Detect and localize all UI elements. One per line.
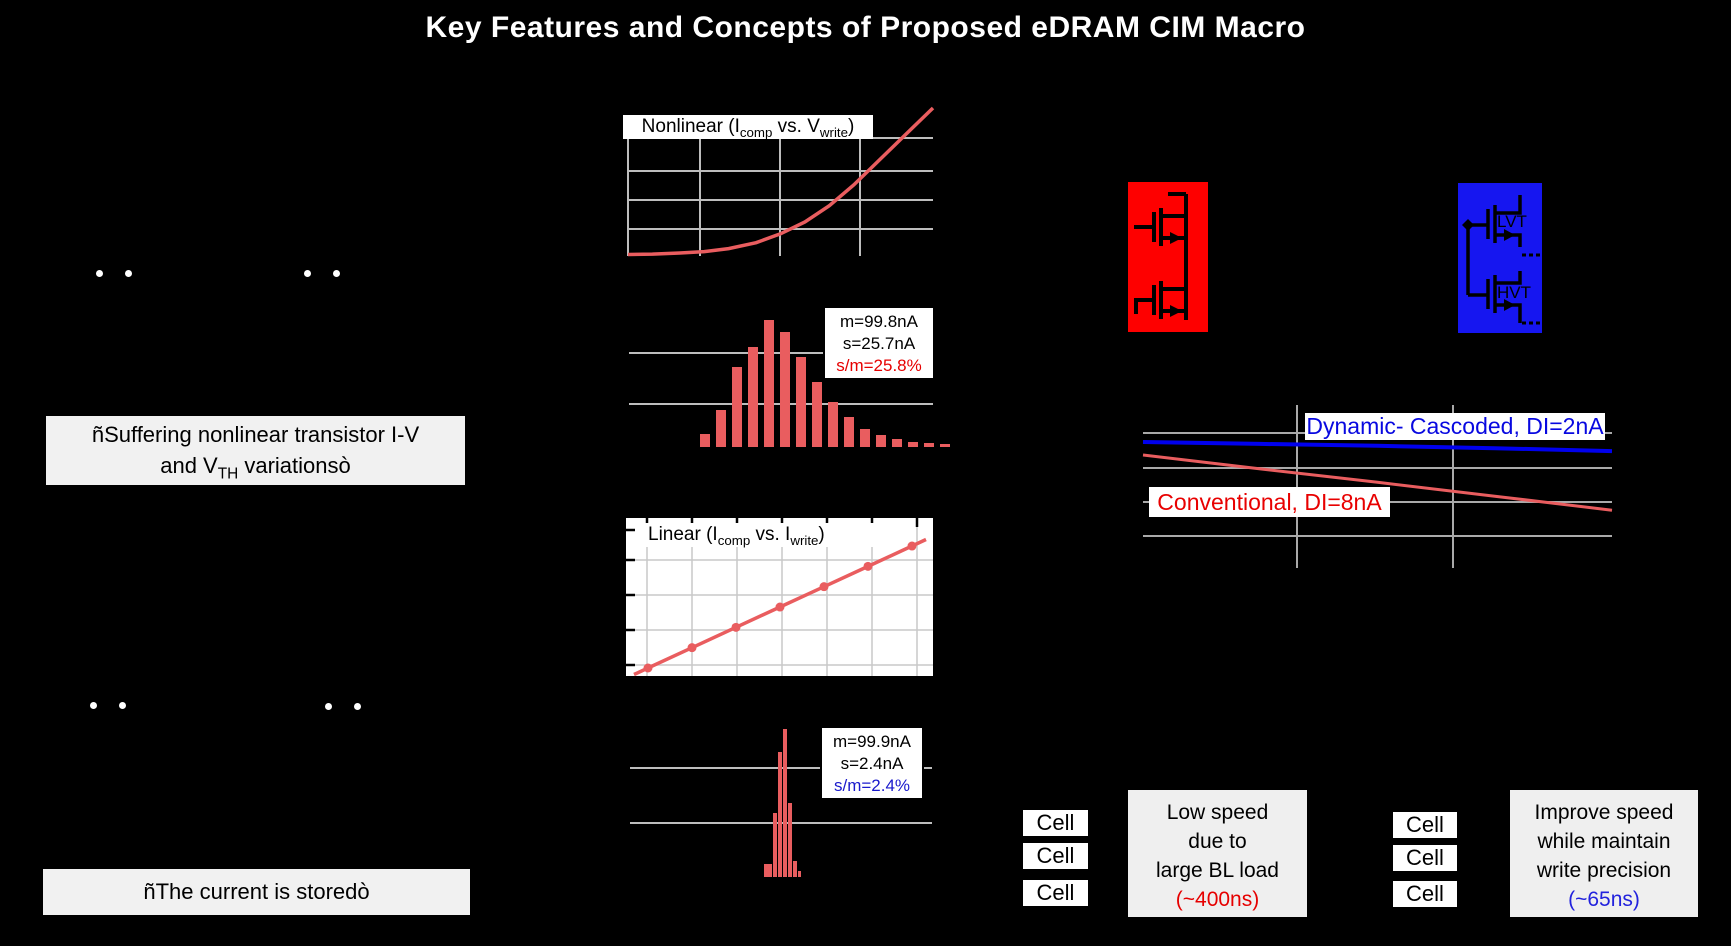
hist2-bar bbox=[793, 861, 797, 877]
arrow-icon bbox=[1504, 299, 1515, 311]
dot-icon bbox=[119, 702, 126, 709]
hist1-bar bbox=[892, 439, 902, 447]
stat-mu: m=99.8nA bbox=[840, 312, 918, 331]
conventional-write-schematic bbox=[1128, 182, 1208, 332]
note-improve-speed: Improve speed while maintain write preci… bbox=[1510, 790, 1698, 917]
stat-sigma: s=25.7nA bbox=[842, 334, 916, 353]
hist1-bar bbox=[748, 347, 758, 447]
hvt-label: HVT bbox=[1497, 283, 1531, 302]
dot-icon bbox=[90, 702, 97, 709]
hist2-bar bbox=[778, 752, 782, 877]
slide-title: Key Features and Concepts of Proposed eD… bbox=[425, 11, 1306, 44]
stat-ratio: s/m=25.8% bbox=[836, 356, 922, 375]
title-text: Linear (I bbox=[648, 524, 718, 545]
dot-icon bbox=[325, 703, 332, 710]
cell-box: Cell bbox=[1023, 843, 1088, 869]
ellipsis-dots bbox=[90, 702, 126, 709]
note-line: write precision bbox=[1536, 859, 1672, 882]
linear-chart-title: Linear (Icomp vs. Iwrite) bbox=[642, 523, 876, 548]
note-line: while maintain bbox=[1537, 830, 1671, 853]
cell-box: Cell bbox=[1023, 880, 1088, 906]
hist1-bar bbox=[924, 443, 934, 447]
arrow-icon bbox=[1170, 305, 1182, 317]
ellipsis-dots bbox=[325, 703, 361, 710]
note-line: and V bbox=[160, 453, 218, 478]
note-line-highlight: (~400ns) bbox=[1175, 888, 1260, 911]
dot-icon bbox=[333, 270, 340, 277]
hist2-bar bbox=[773, 813, 777, 877]
arrow-icon bbox=[1504, 229, 1515, 241]
note-low-speed: Low speed due to large BL load (~400ns) bbox=[1128, 790, 1307, 917]
subscript: TH bbox=[217, 465, 239, 483]
hist1-bar bbox=[828, 402, 838, 447]
note-line: variationsò bbox=[238, 453, 351, 478]
hist1-bar bbox=[812, 382, 822, 447]
dot-icon bbox=[125, 270, 132, 277]
hist1-bar bbox=[700, 434, 710, 447]
note-line-highlight: (~65ns) bbox=[1568, 888, 1640, 911]
cell-box: Cell bbox=[1393, 881, 1457, 907]
title-text: vs. I bbox=[750, 524, 791, 545]
hist1-bar bbox=[844, 417, 854, 447]
hist2-bar bbox=[798, 871, 801, 877]
subscript: comp bbox=[739, 124, 773, 140]
cascoded-line bbox=[1142, 440, 1613, 454]
hist1-bar bbox=[764, 320, 774, 447]
note-line: Low speed bbox=[1166, 801, 1269, 824]
cell-box: Cell bbox=[1393, 812, 1457, 838]
cell-box: Cell bbox=[1393, 845, 1457, 871]
note-line: Improve speed bbox=[1534, 801, 1674, 824]
title-text: ) bbox=[848, 116, 855, 137]
note-nonlinear-issue: ñSuffering nonlinear transistor I-V and … bbox=[46, 416, 465, 485]
hist1-bar bbox=[940, 444, 950, 447]
schematic-box-blue bbox=[1458, 183, 1542, 333]
hist1-bar bbox=[876, 435, 886, 447]
note-line: due to bbox=[1188, 830, 1247, 853]
stat-mu: m=99.9nA bbox=[833, 732, 911, 751]
arrow-icon bbox=[1170, 232, 1182, 244]
note-current-stored: ñThe current is storedò bbox=[43, 869, 470, 915]
note-line: ñThe current is storedò bbox=[143, 879, 370, 904]
schematic-box-red bbox=[1128, 182, 1208, 332]
dot-icon bbox=[304, 270, 311, 277]
hist2-bar bbox=[764, 864, 772, 877]
dot-icon bbox=[354, 703, 361, 710]
nonlinear-chart-title: Nonlinear (Icomp vs. Vwrite) bbox=[623, 115, 873, 140]
subscript: write bbox=[819, 124, 848, 140]
title-text: ) bbox=[818, 524, 825, 545]
note-line: ñSuffering nonlinear transistor I-V bbox=[91, 422, 420, 447]
ellipsis-dots bbox=[96, 270, 132, 277]
cell-box: Cell bbox=[1023, 810, 1088, 836]
hist1-bar bbox=[908, 442, 918, 447]
hist1-bar bbox=[780, 332, 790, 447]
node-diamond-icon bbox=[1462, 219, 1474, 231]
hist2-bar bbox=[788, 803, 792, 877]
title-text: vs. V bbox=[772, 116, 820, 137]
dot-icon bbox=[96, 270, 103, 277]
hist2-bar bbox=[783, 729, 787, 877]
stats-box-voltage-write: m=99.8nA s=25.7nA s/m=25.8% bbox=[823, 306, 935, 380]
cascoded-write-schematic: LVT HVT bbox=[1458, 183, 1542, 333]
hist1-bar bbox=[732, 367, 742, 447]
note-line: large BL load bbox=[1156, 859, 1279, 882]
stat-ratio: s/m=2.4% bbox=[833, 776, 911, 795]
stats-box-current-write: m=99.9nA s=2.4nA s/m=2.4% bbox=[820, 726, 924, 800]
nonlinear-chart-grid bbox=[627, 137, 933, 256]
lvt-label: LVT bbox=[1497, 212, 1527, 231]
ellipsis-dots bbox=[304, 270, 340, 277]
transistor-symbols bbox=[1466, 195, 1522, 323]
subscript: write bbox=[790, 532, 819, 548]
label-dynamic-cascoded: Dynamic- Cascoded, DI=2nA bbox=[1305, 413, 1605, 440]
subscript: comp bbox=[717, 532, 751, 548]
hist1-bar bbox=[796, 357, 806, 447]
hist1-bar bbox=[860, 429, 870, 447]
label-conventional: Conventional, DI=8nA bbox=[1149, 487, 1390, 517]
stat-sigma: s=2.4nA bbox=[840, 754, 904, 773]
title-text: Nonlinear (I bbox=[641, 116, 740, 137]
hist1-bar bbox=[716, 410, 726, 447]
